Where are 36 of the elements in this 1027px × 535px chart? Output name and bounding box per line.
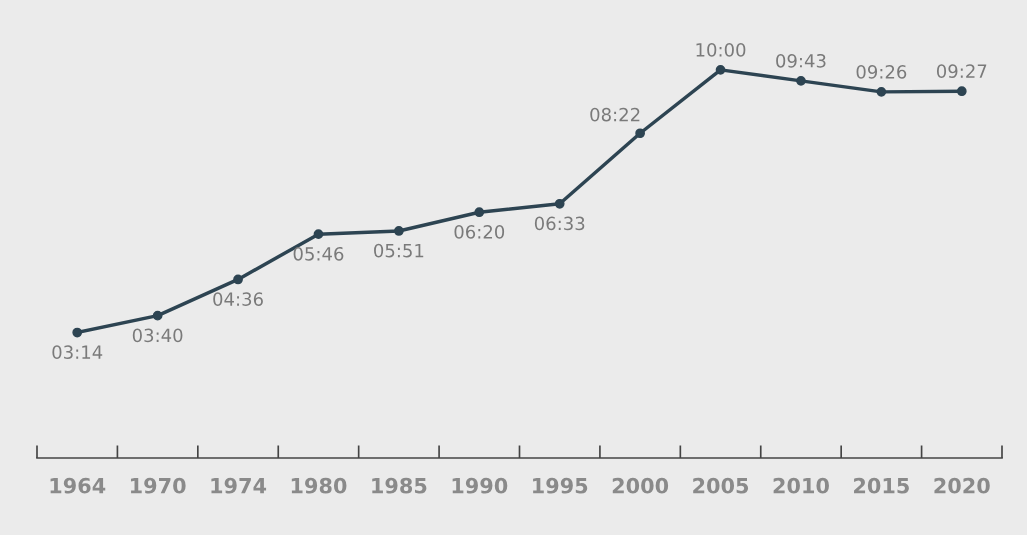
x-tick-label: 2005 [693, 477, 749, 494]
point [233, 274, 243, 285]
data-label: 09:27 [936, 64, 987, 78]
point [796, 75, 806, 86]
point [152, 310, 163, 321]
data-label: 04:36 [213, 292, 263, 306]
data-label: 03:40 [132, 328, 183, 343]
x-tick-label: 2010 [773, 477, 829, 494]
point [313, 229, 324, 240]
data-label: 03:14 [52, 345, 103, 359]
x-tick-label: 1980 [291, 477, 347, 494]
point [72, 327, 83, 338]
data-label: 10:00 [696, 42, 746, 57]
data-label: 08:22 [590, 107, 640, 122]
data-label: 06:20 [454, 225, 505, 239]
data-label: 05:51 [374, 243, 424, 258]
x-tick-label: 2020 [934, 477, 990, 494]
x-tick-label: 1974 [211, 477, 267, 494]
point [956, 86, 967, 97]
point [554, 198, 565, 209]
data-label: 09:43 [776, 53, 826, 68]
x-tick-label: 1995 [533, 477, 588, 494]
point [715, 65, 726, 75]
x-tick-label: 2000 [612, 477, 669, 494]
x-tick-label: 1990 [452, 477, 508, 494]
x-tick-label: 2015 [854, 477, 909, 494]
point [876, 87, 887, 97]
data-label: 05:46 [293, 246, 344, 261]
x-tick-label: 1970 [130, 477, 186, 494]
point [394, 226, 404, 236]
point [635, 128, 645, 139]
x-tick-label: 1964 [50, 477, 106, 494]
data-label: 06:33 [534, 216, 585, 231]
x-tick-label: 1985 [372, 477, 427, 494]
point [474, 207, 485, 218]
data-label: 09:26 [856, 64, 907, 79]
